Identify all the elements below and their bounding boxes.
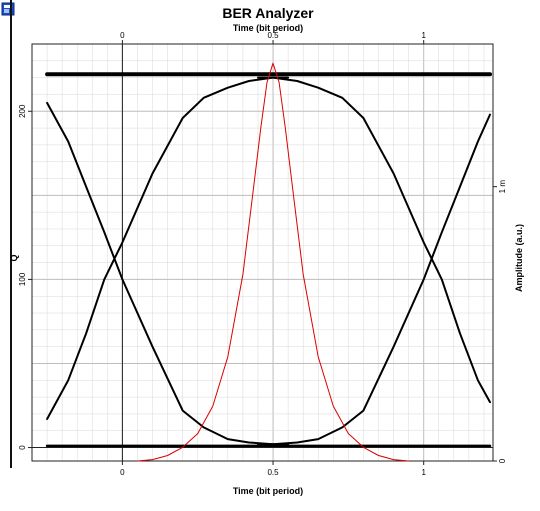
- right-tick-label: 0: [498, 458, 507, 463]
- chart-title: BER Analyzer: [222, 5, 314, 21]
- series-eye-falling: [46, 101, 290, 446]
- top-tick-label: 0.5: [267, 31, 279, 40]
- bottom-tick-label: 0.5: [267, 468, 279, 477]
- top-tick-label: 0: [120, 31, 125, 40]
- axis-ticks: 0 0.5 1 0 0.5 1 0 100 200 0 1 m: [18, 31, 507, 477]
- series-eye-rising: [46, 76, 290, 420]
- grid-lines: [32, 44, 493, 461]
- left-tick-label: 200: [18, 104, 27, 118]
- series-eye-falling-right: [257, 76, 491, 404]
- series-layer: [45, 62, 492, 462]
- right-tick-label: 1 m: [498, 180, 507, 194]
- series-eye-rising-right: [257, 113, 491, 446]
- bottom-tick-label: 1: [421, 468, 426, 477]
- plot-frame: [31, 43, 494, 462]
- left-tick-label: 0: [18, 445, 27, 450]
- right-y-axis-label: Amplitude (a.u.): [514, 224, 524, 292]
- series-q-factor: [137, 62, 410, 462]
- bottom-tick-label: 0: [120, 468, 125, 477]
- bottom-x-axis-label: Time (bit period): [233, 486, 303, 496]
- left-y-axis-label: Q: [9, 254, 19, 261]
- top-x-axis-label: Time (bit period): [233, 23, 303, 33]
- top-tick-label: 1: [421, 31, 426, 40]
- window-left-border: [10, 0, 12, 468]
- left-tick-label: 100: [18, 272, 27, 286]
